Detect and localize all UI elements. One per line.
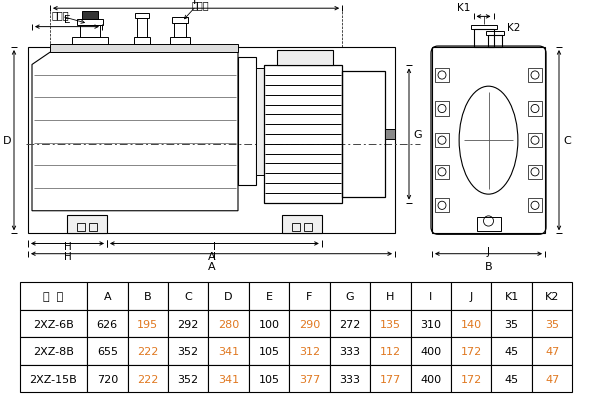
Bar xyxy=(435,199,449,213)
Bar xyxy=(89,223,97,232)
Text: F: F xyxy=(193,0,200,6)
Bar xyxy=(137,19,147,38)
Text: E: E xyxy=(64,14,70,24)
Bar xyxy=(170,38,190,45)
Bar xyxy=(77,223,85,232)
Text: 进气口: 进气口 xyxy=(52,10,70,20)
Bar xyxy=(256,69,264,176)
Bar xyxy=(342,71,385,198)
Bar xyxy=(528,134,542,148)
Text: C: C xyxy=(563,136,571,146)
Bar xyxy=(174,24,186,38)
Bar xyxy=(435,134,449,148)
Bar xyxy=(28,48,395,234)
Bar xyxy=(432,48,545,234)
Bar xyxy=(282,215,322,234)
Bar xyxy=(276,51,333,66)
Bar xyxy=(471,26,497,30)
Bar xyxy=(67,215,107,234)
Bar xyxy=(264,66,342,203)
Text: K2: K2 xyxy=(507,23,520,33)
Bar xyxy=(304,223,312,232)
Bar xyxy=(135,14,149,19)
Bar xyxy=(50,45,238,53)
Text: I: I xyxy=(213,241,216,251)
Bar xyxy=(292,223,300,232)
Bar xyxy=(474,30,494,48)
Bar xyxy=(72,38,108,45)
Bar xyxy=(435,69,449,83)
Bar xyxy=(77,20,103,26)
Text: J: J xyxy=(487,246,490,256)
Text: A: A xyxy=(208,261,215,271)
Bar xyxy=(385,130,395,140)
Text: 出气口: 出气口 xyxy=(192,0,210,10)
Text: H: H xyxy=(63,241,72,251)
Text: B: B xyxy=(485,261,493,271)
Bar xyxy=(487,36,501,48)
Bar xyxy=(435,165,449,180)
Bar xyxy=(528,102,542,116)
Bar xyxy=(172,18,188,24)
Bar xyxy=(435,102,449,116)
Bar xyxy=(485,32,504,36)
Text: K1: K1 xyxy=(457,3,470,13)
Text: H: H xyxy=(63,251,72,261)
Bar xyxy=(238,58,256,186)
Bar xyxy=(477,217,500,232)
Text: I: I xyxy=(213,251,216,261)
Bar xyxy=(528,69,542,83)
Bar xyxy=(82,12,98,20)
Text: A: A xyxy=(208,251,215,261)
Text: G: G xyxy=(413,130,422,140)
Bar xyxy=(528,199,542,213)
Bar xyxy=(80,26,100,38)
Text: D: D xyxy=(2,136,11,146)
Bar xyxy=(528,165,542,180)
Bar xyxy=(134,38,150,45)
